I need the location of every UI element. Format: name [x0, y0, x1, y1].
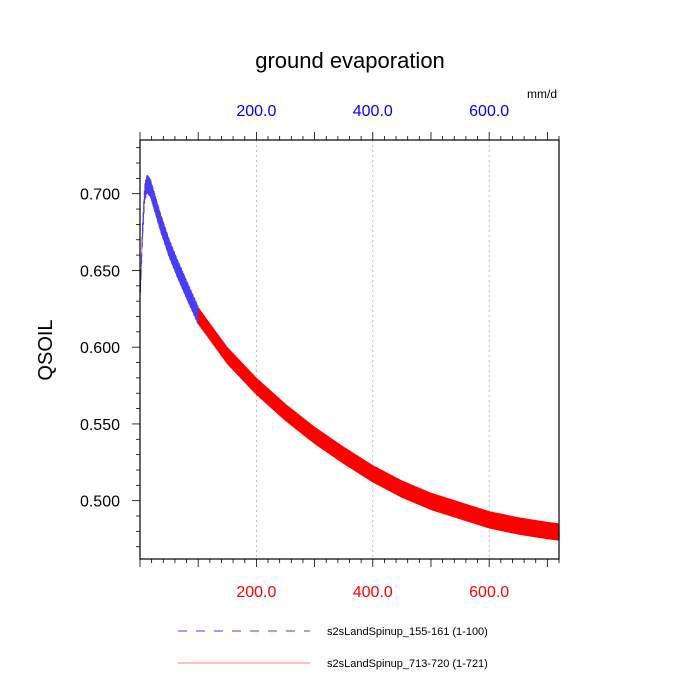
x-tick-label-bottom: 600.0 — [469, 584, 509, 601]
y-axis-label: QSOIL — [35, 319, 57, 380]
x-tick-label-top: 400.0 — [353, 103, 393, 120]
plot-frame — [139, 139, 560, 560]
legend-label: s2sLandSpinup_155-161 (1-100) — [327, 626, 488, 638]
legend-label: s2sLandSpinup_713-720 (1-721) — [327, 658, 488, 670]
x-tick-label-bottom: 200.0 — [236, 584, 276, 601]
x-tick-label-bottom: 400.0 — [353, 584, 393, 601]
y-tick-label: 0.500 — [80, 494, 120, 511]
series-layer — [140, 174, 560, 541]
y-tick-label: 0.650 — [80, 263, 120, 280]
y-tick-label: 0.600 — [80, 340, 120, 357]
x-tick-label-top: 200.0 — [236, 103, 276, 120]
series-line — [140, 175, 560, 541]
grid-lines — [255, 140, 490, 559]
chart-title: ground evaporation — [255, 48, 445, 73]
series-line — [140, 174, 199, 324]
top-axis-unit: mm/d — [527, 87, 557, 101]
legend: s2sLandSpinup_155-161 (1-100) s2sLandSpin… — [178, 626, 488, 670]
axis-ticks — [132, 132, 560, 567]
x-tick-label-top: 600.0 — [469, 103, 509, 120]
y-tick-label: 0.700 — [80, 187, 120, 204]
y-tick-label: 0.550 — [80, 417, 120, 434]
axis-tick-labels: 200.0 200.0 400.0 400.0 600.0 600.0 0.500 0.550… — [80, 103, 509, 601]
